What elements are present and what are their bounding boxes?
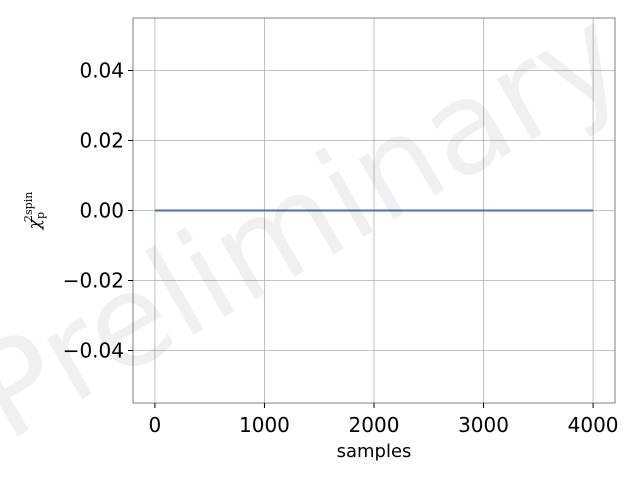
x-tick-labels: 0 1000 2000 3000 4000 [149, 403, 619, 437]
y-tick-labels: 0.04 0.02 0.00 −0.02 −0.04 [63, 59, 133, 363]
x-tick-label: 3000 [458, 413, 509, 437]
y-axis-label-symbol: χ [25, 217, 45, 230]
y-tick-label: 0.04 [79, 59, 124, 83]
y-tick-label: −0.04 [63, 339, 124, 363]
x-tick-label: 4000 [568, 413, 619, 437]
x-tick-label: 1000 [239, 413, 290, 437]
x-axis-label: samples [337, 441, 412, 462]
y-axis-label-subscript: p [34, 212, 47, 219]
y-tick-label: −0.02 [63, 269, 124, 293]
y-tick-label: 0.02 [79, 129, 124, 153]
x-tick-label: 2000 [349, 413, 400, 437]
x-tick-label: 0 [149, 413, 162, 437]
y-axis-label-superscript: 2spin [22, 192, 35, 222]
y-axis-label: χp2spin [22, 192, 47, 231]
y-tick-label: 0.00 [79, 199, 124, 223]
